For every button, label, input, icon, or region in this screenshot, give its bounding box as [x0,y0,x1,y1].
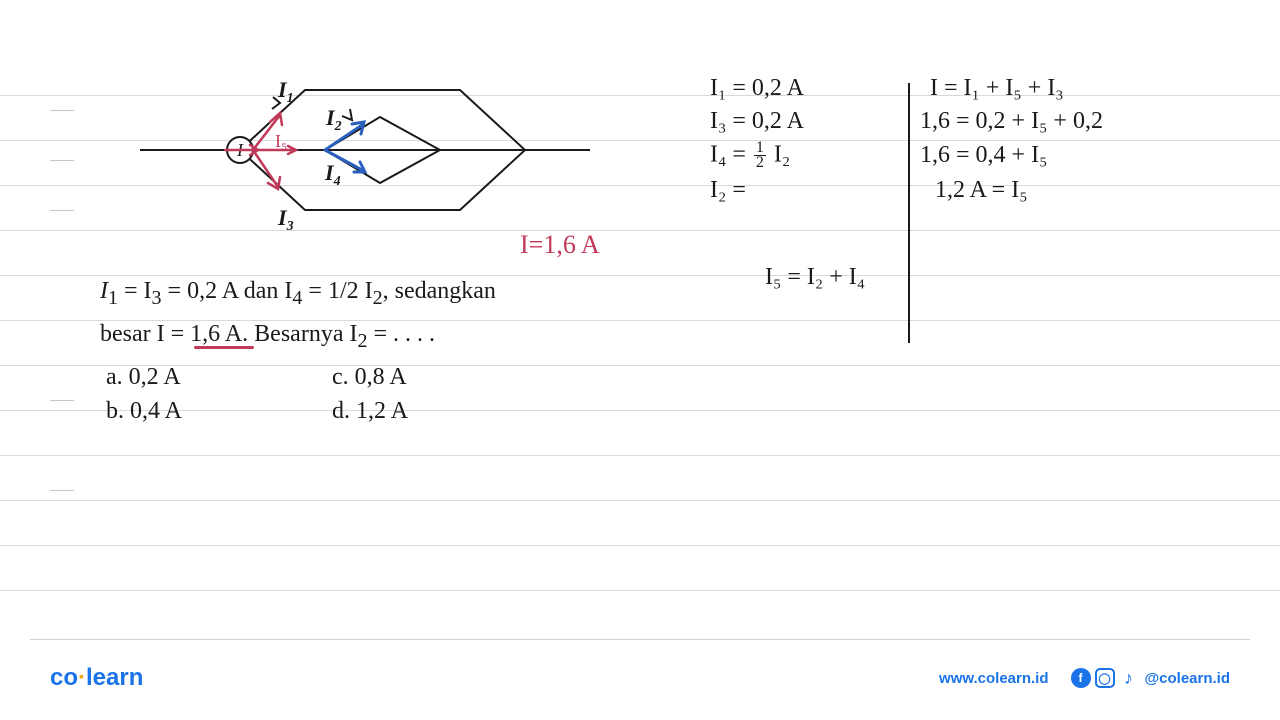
question-line-2: besar I = 1,6 A. Besarnya I2 = . . . . [100,318,660,355]
circuit-diagram: I I1 I2 I3 I4 I₅ [130,75,610,235]
footer-separator [30,639,1250,640]
logo-post: learn [86,664,143,691]
options: a. 0,2 A b. 0,4 A c. 0,8 A d. 1,2 A [106,361,660,430]
work-l4: I₂ = [710,177,900,204]
worked-solution: I₁ = 0,2 A I = I₁ + I₅ + I₃ I₃ = 0,2 A 1… [710,75,1230,291]
logo-dot: · [78,664,86,691]
work-l2: I₃ = 0,2 A [710,108,900,135]
facebook-icon[interactable]: f [1071,668,1091,688]
text: = . . . . [367,321,435,347]
text: = 1/2 I [302,278,372,304]
option-d: d. 1,2 A [332,395,408,427]
work-bottom: I₅ = I₂ + I₄ [765,264,1230,291]
text: besar I = 1,6 A. Besarnya I [100,321,357,347]
instagram-icon[interactable]: ◯ [1095,668,1115,688]
logo-pre: co [50,664,78,691]
text: I [100,278,108,304]
question-block: I1 = I3 = 0,2 A dan I4 = 1/2 I2, sedangk… [100,275,660,429]
work-r4: 1,2 A = I₅ [935,177,1028,204]
work-r3: 1,6 = 0,4 + I₅ [920,142,1047,169]
question-line-1: I1 = I3 = 0,2 A dan I4 = 1/2 I2, sedangk… [100,275,660,312]
tiktok-icon[interactable]: ♪ [1119,668,1139,688]
text: 4 [292,287,302,309]
logo: co·learn [50,664,143,692]
text: = I [118,278,152,304]
svg-text:I2: I2 [325,105,342,134]
svg-text:I4: I4 [324,160,341,189]
svg-text:I3: I3 [277,205,294,234]
work-l3: I₄ = 12 I₂ [710,141,900,171]
underline [194,346,254,349]
text: = 0,2 A dan I [162,278,293,304]
work-l1: I₁ = 0,2 A [710,75,900,102]
option-b: b. 0,4 A [106,395,182,427]
divider-vertical [908,83,910,343]
svg-text:I₅: I₅ [275,131,287,151]
footer-url[interactable]: www.colearn.id [939,670,1048,687]
text: 3 [152,287,162,309]
footer: co·learn www.colearn.id f ◯ ♪ @colearn.i… [0,664,1280,692]
option-c: c. 0,8 A [332,361,408,393]
text: 2 [373,287,383,309]
option-a: a. 0,2 A [106,361,182,393]
work-r2: 1,6 = 0,2 + I₅ + 0,2 [920,108,1103,135]
text: 2 [357,330,367,352]
text: 1 [108,287,118,309]
work-r1: I = I₁ + I₅ + I₃ [930,75,1064,102]
social-handle: @colearn.id [1145,670,1230,687]
social-links: f ◯ ♪ @colearn.id [1071,668,1230,688]
text: , sedangkan [383,278,496,304]
annotation-total-current: I=1,6 A [520,230,600,260]
